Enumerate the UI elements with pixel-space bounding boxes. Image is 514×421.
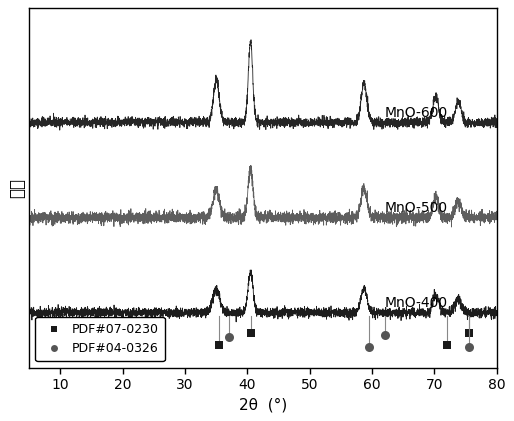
Text: MnO-500: MnO-500 bbox=[384, 201, 448, 215]
Y-axis label: 强度: 强度 bbox=[8, 178, 26, 198]
Legend: PDF#07-0230, PDF#04-0326: PDF#07-0230, PDF#04-0326 bbox=[35, 317, 165, 362]
Text: MnO-400: MnO-400 bbox=[384, 296, 448, 310]
X-axis label: 2θ  (°): 2θ (°) bbox=[239, 398, 287, 413]
Text: MnO-600: MnO-600 bbox=[384, 106, 448, 120]
